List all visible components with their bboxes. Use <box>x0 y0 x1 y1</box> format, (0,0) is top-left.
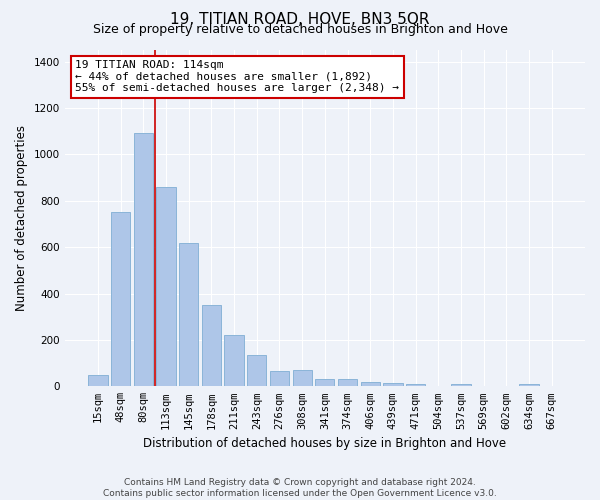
Text: Size of property relative to detached houses in Brighton and Hove: Size of property relative to detached ho… <box>92 22 508 36</box>
Text: 19 TITIAN ROAD: 114sqm
← 44% of detached houses are smaller (1,892)
55% of semi-: 19 TITIAN ROAD: 114sqm ← 44% of detached… <box>75 60 399 94</box>
Bar <box>520 384 539 386</box>
Bar <box>134 134 153 386</box>
Bar <box>293 370 312 386</box>
Bar <box>451 384 470 386</box>
Bar <box>179 242 199 386</box>
Bar <box>361 382 380 386</box>
Bar <box>338 380 357 386</box>
Bar <box>383 383 403 386</box>
Text: 19, TITIAN ROAD, HOVE, BN3 5QR: 19, TITIAN ROAD, HOVE, BN3 5QR <box>170 12 430 28</box>
Y-axis label: Number of detached properties: Number of detached properties <box>15 125 28 311</box>
Text: Contains HM Land Registry data © Crown copyright and database right 2024.
Contai: Contains HM Land Registry data © Crown c… <box>103 478 497 498</box>
Bar <box>111 212 130 386</box>
Bar <box>202 305 221 386</box>
Bar <box>224 336 244 386</box>
Bar <box>88 374 107 386</box>
Bar <box>315 380 334 386</box>
Bar <box>157 187 176 386</box>
Bar <box>247 355 266 386</box>
Bar <box>270 371 289 386</box>
X-axis label: Distribution of detached houses by size in Brighton and Hove: Distribution of detached houses by size … <box>143 437 506 450</box>
Bar <box>406 384 425 386</box>
